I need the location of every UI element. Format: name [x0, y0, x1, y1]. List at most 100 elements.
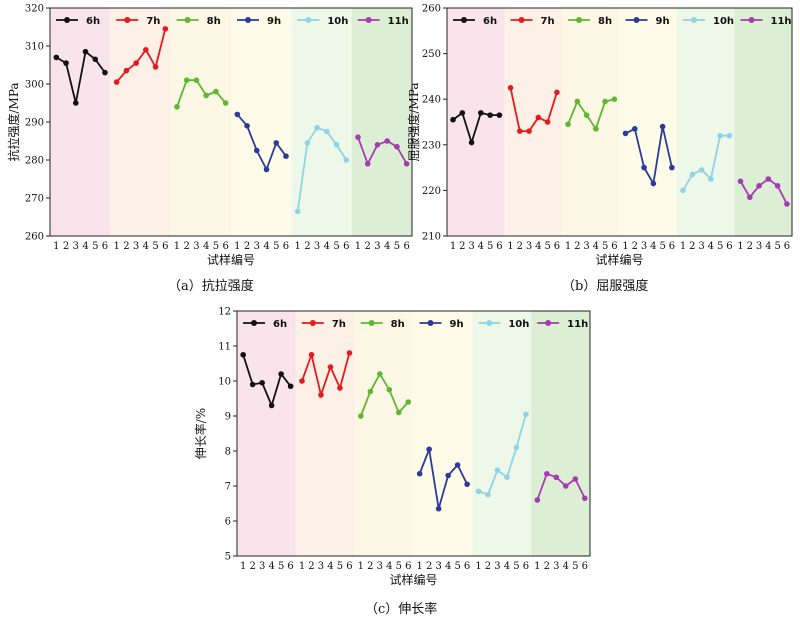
x-tick-label: 6 — [554, 241, 560, 252]
data-point — [496, 112, 503, 118]
data-point — [416, 470, 423, 477]
background-band — [504, 8, 562, 236]
x-axis-title: 试样编号 — [207, 252, 255, 267]
x-tick-label: 5 — [544, 241, 550, 252]
data-point — [708, 176, 714, 182]
data-point — [337, 385, 343, 391]
data-point — [517, 128, 523, 134]
x-tick-label: 6 — [784, 241, 790, 252]
x-axis-title: 试样编号 — [389, 572, 437, 587]
y-axis-title: 抗拉强度/MPa — [6, 82, 21, 161]
data-point — [193, 77, 200, 83]
x-tick-label: 5 — [659, 241, 665, 252]
legend-marker — [691, 17, 697, 23]
legend-marker — [251, 320, 257, 326]
x-tick-label: 1 — [565, 241, 571, 252]
x-tick-label: 4 — [268, 561, 274, 572]
data-point — [650, 180, 657, 187]
legend-label: 7h — [541, 16, 555, 27]
x-tick-label: 4 — [82, 241, 88, 252]
x-tick-label: 6 — [222, 241, 228, 252]
x-tick-label: 1 — [174, 241, 180, 252]
background-band — [619, 8, 677, 236]
data-point — [468, 139, 475, 146]
x-tick-label: 5 — [394, 241, 400, 252]
series-line-9h — [418, 445, 468, 509]
data-point — [253, 147, 260, 154]
x-tick-label: 4 — [327, 561, 333, 572]
x-tick-label: 6 — [102, 241, 108, 252]
x-tick-label: 6 — [611, 241, 617, 252]
data-point — [544, 470, 550, 477]
background-band — [231, 8, 292, 236]
background-band — [413, 311, 473, 556]
data-point — [747, 194, 753, 201]
y-tick-label: 240 — [422, 95, 441, 106]
x-tick-label: 3 — [553, 561, 559, 572]
data-point — [611, 96, 618, 102]
y-tick-label: 320 — [25, 4, 44, 15]
legend-label: 10h — [713, 16, 734, 27]
x-tick-label: 6 — [162, 241, 168, 252]
caption-b: （b）屈服强度 — [562, 279, 649, 294]
x-tick-label: 5 — [454, 561, 460, 572]
data-point — [133, 60, 139, 66]
data-point — [333, 142, 340, 148]
legend-marker — [518, 17, 525, 23]
x-tick-label: 6 — [346, 561, 352, 572]
x-tick-label: 6 — [283, 241, 289, 252]
x-tick-label: 2 — [485, 561, 491, 572]
x-tick-label: 3 — [494, 561, 500, 572]
data-point — [386, 386, 393, 393]
x-tick-label: 2 — [632, 241, 638, 252]
y-axis-title: 屈服强度/MPa — [406, 82, 421, 161]
data-point — [450, 116, 456, 123]
x-tick-label: 4 — [478, 241, 484, 252]
data-point — [445, 472, 451, 479]
data-point — [259, 379, 265, 386]
data-point — [287, 383, 294, 390]
x-tick-label: 2 — [249, 561, 255, 572]
y-tick-label: 310 — [25, 42, 44, 53]
legend-marker — [427, 320, 434, 326]
data-point — [343, 157, 350, 163]
x-tick-label: 5 — [774, 241, 780, 252]
legend-marker — [64, 17, 70, 23]
x-tick-label: 2 — [689, 241, 695, 252]
x-tick-label: 3 — [641, 241, 647, 252]
x-tick-label: 2 — [574, 241, 580, 252]
legend-marker — [633, 17, 640, 23]
x-tick-label: 6 — [405, 561, 411, 572]
y-tick-label: 290 — [25, 118, 44, 129]
x-tick-label: 3 — [374, 241, 380, 252]
x-axis-title: 试样编号 — [595, 252, 643, 267]
x-tick-label: 3 — [756, 241, 762, 252]
x-tick-label: 2 — [308, 561, 314, 572]
data-point — [273, 140, 280, 146]
x-tick-label: 2 — [304, 241, 310, 252]
legend-marker — [486, 320, 493, 326]
plot-frame — [236, 310, 591, 557]
y-tick-label: 210 — [422, 232, 441, 243]
data-point — [563, 483, 569, 489]
x-tick-label: 5 — [213, 241, 219, 252]
x-tick-label: 4 — [324, 241, 330, 252]
data-point — [565, 121, 571, 128]
x-tick-label: 1 — [53, 241, 59, 252]
data-point — [152, 64, 159, 70]
x-tick-label: 2 — [517, 241, 523, 252]
x-tick-label: 3 — [435, 561, 441, 572]
series-line-11h — [357, 136, 408, 167]
legend-label: 11h — [567, 319, 588, 330]
data-point — [278, 371, 284, 377]
data-point — [234, 111, 241, 118]
x-tick-label: 5 — [337, 561, 343, 572]
caption-a: （a）抗拉强度 — [168, 279, 254, 294]
x-tick-label: 5 — [92, 241, 98, 252]
x-tick-label: 1 — [622, 241, 628, 252]
x-tick-label: 1 — [737, 241, 743, 252]
x-tick-label: 6 — [343, 241, 349, 252]
data-point — [327, 364, 334, 370]
data-point — [102, 69, 108, 76]
data-point — [183, 77, 190, 83]
